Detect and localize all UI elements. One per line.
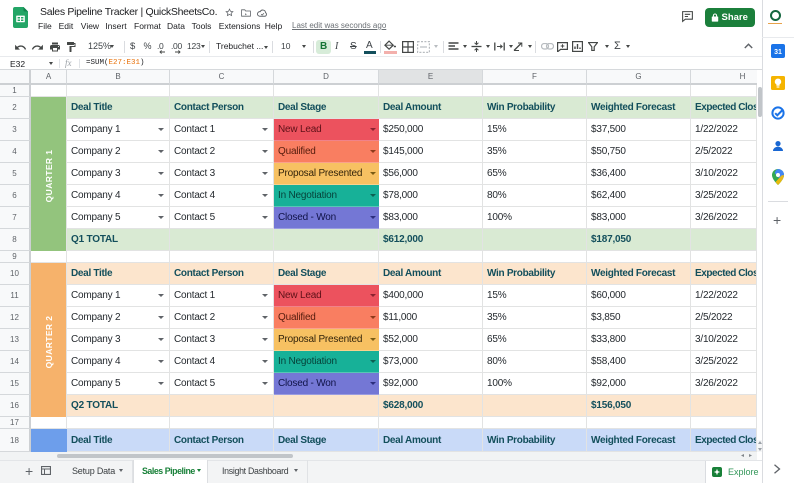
svg-text:31: 31 <box>774 49 782 56</box>
